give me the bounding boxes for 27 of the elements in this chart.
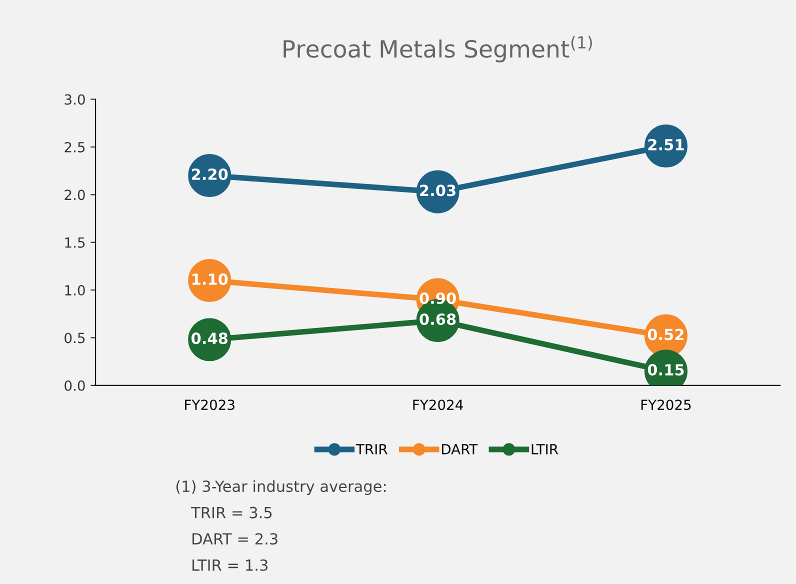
text: LTIR = 1.3 [192, 559, 268, 571]
text: TRIR = 3.5 [190, 506, 272, 518]
y-tick-label: 2.5 [64, 142, 85, 152]
data-label: 0.52 [648, 328, 684, 340]
data-label: 0.15 [648, 364, 684, 376]
data-label: 0.68 [420, 313, 456, 326]
y-tick-label: 1.5 [65, 238, 85, 248]
y-tick-label: 0.5 [64, 332, 85, 344]
text: DART = 2.3 [192, 533, 278, 545]
y-tick-label: 2.0 [64, 190, 85, 200]
x-tick-label: FY2023 [185, 400, 234, 410]
legend-label: TRIR [356, 444, 388, 454]
y-tick-label: 3.0 [64, 94, 85, 105]
legend-label: LTIR [532, 444, 558, 454]
y-tick-label: 1.0 [65, 285, 85, 296]
data-label: 2.03 [420, 184, 456, 196]
data-label: 2.51 [648, 138, 684, 150]
text: (1) 3-Year industry average: [176, 480, 386, 496]
legend-label: DART [442, 444, 478, 454]
data-label: 0.90 [420, 292, 456, 304]
y-tick-label: 0.0 [64, 380, 85, 391]
chart-title: Precoat Metals Segment$^{(1)}$ [284, 36, 592, 62]
data-label: 0.48 [191, 332, 228, 344]
data-label: 1.10 [192, 273, 228, 285]
x-tick-label: FY2025 [641, 400, 691, 410]
x-tick-label: FY2024 [413, 400, 463, 410]
data-label: 2.20 [192, 168, 228, 180]
